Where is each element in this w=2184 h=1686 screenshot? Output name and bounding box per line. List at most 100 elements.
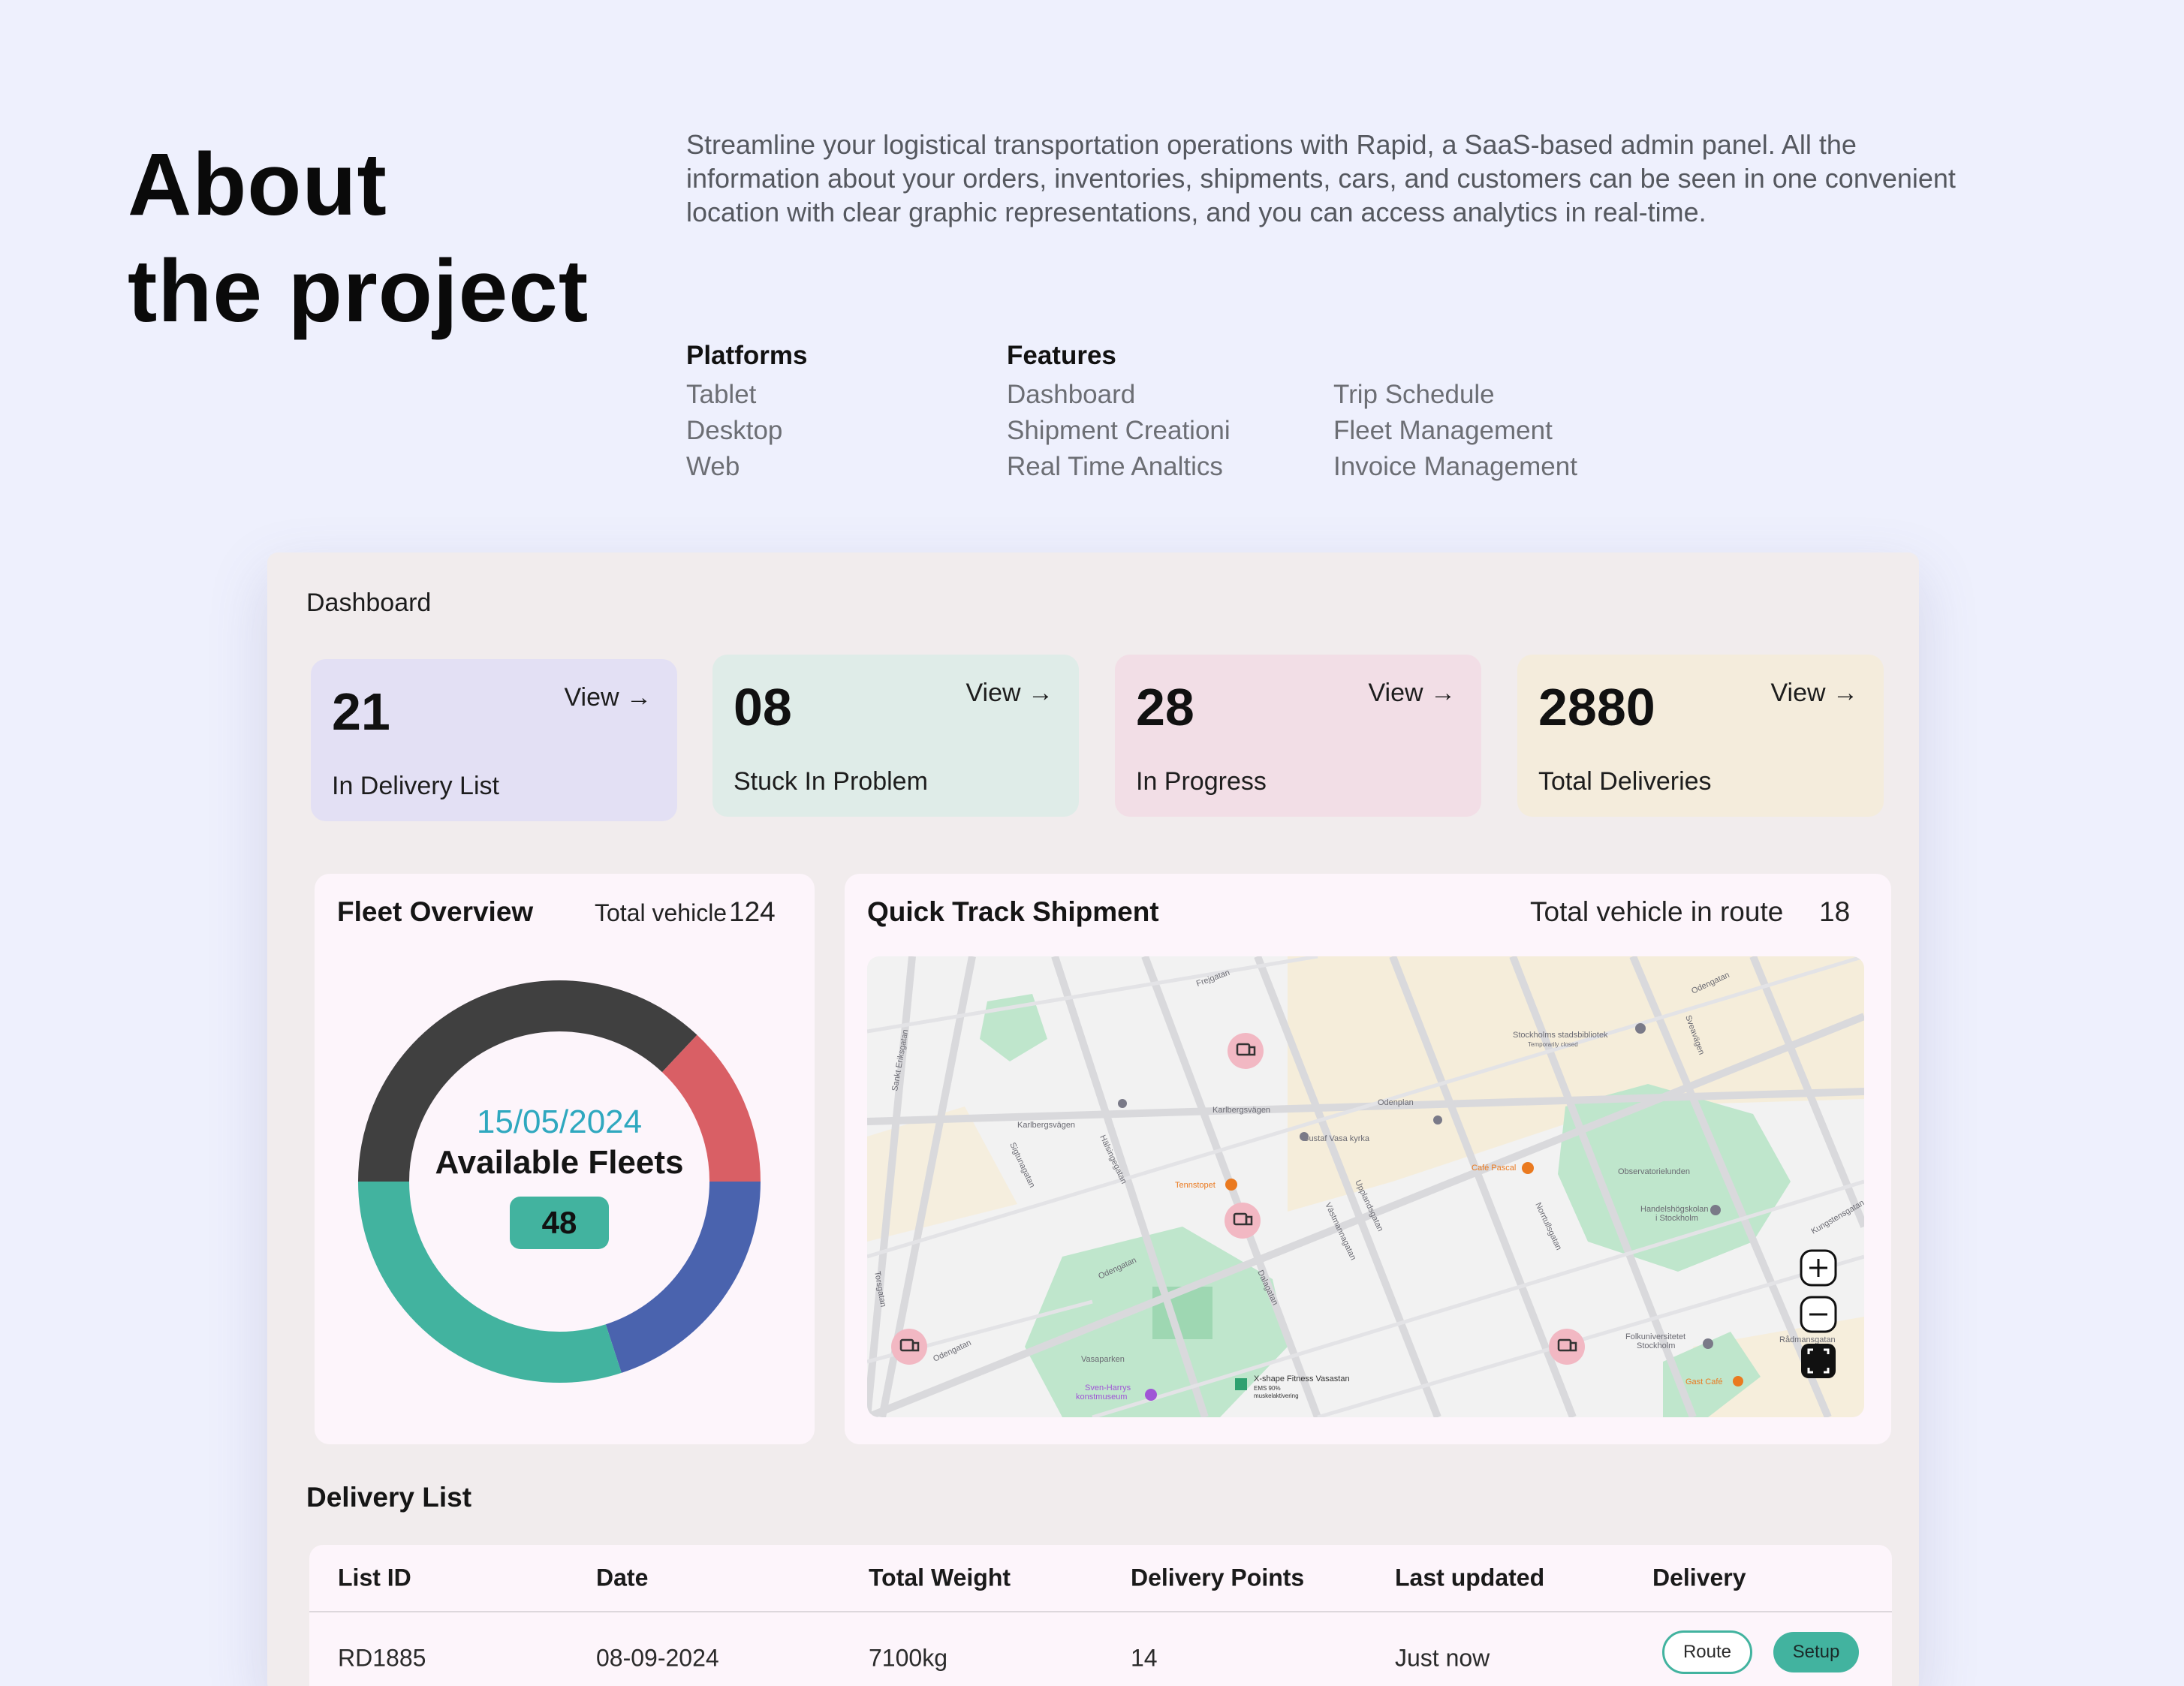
available-fleets-badge: 48 [510,1197,609,1249]
total-vehicle-value: 124 [729,896,776,927]
stat-card-total-deliveries: 2880 View → Total Deliveries [1517,655,1884,817]
map-label: Karlbergsvägen [1017,1121,1075,1130]
donut-segment-3 [605,1181,761,1373]
platform-item: Web [686,452,740,481]
stat-card-in-progress: 28 View → In Progress [1115,655,1481,817]
column-header[interactable]: Delivery Points [1131,1564,1305,1591]
cafe-pin-icon [1522,1162,1534,1174]
stat-value: 2880 [1538,678,1655,736]
map-label: Gast Café [1685,1377,1723,1386]
zoom-out-icon [1800,1296,1837,1333]
list-id-cell: RD1885 [338,1644,426,1672]
feature-item: Dashboard [1007,380,1136,409]
fullscreen-icon [1801,1344,1836,1378]
fleet-date: 15/05/2024 [476,1103,643,1140]
features-heading: Features [1007,341,1116,370]
view-link[interactable]: View → [965,679,1053,707]
truck-marker-icon [1549,1329,1585,1365]
map-label: Folkuniversitetet [1625,1332,1685,1341]
donut-segment-2 [661,1034,761,1182]
quick-track-title: Quick Track Shipment [867,896,1159,927]
metro-pin-icon [1433,1115,1442,1125]
metro-pin-icon [1710,1205,1721,1215]
metro-pin-icon [1118,1099,1127,1108]
table-row[interactable]: RD1885 08-09-2024 7100kg 14 Just now Rou… [309,1614,1892,1686]
shipment-map[interactable]: Odenplan Gustaf Vasa kyrka Stockholms st… [867,956,1864,1417]
available-fleets-label: Available Fleets [435,1144,684,1181]
table-header-row: List ID Date Total Weight Delivery Point… [309,1545,1892,1612]
gym-pin-icon [1235,1378,1247,1390]
map-label: Norrtullsgatan [1533,1201,1563,1251]
restaurant-pin-icon [1225,1179,1237,1191]
features-list-secondary: Trip Schedule Fleet Management Invoice M… [1333,377,1577,485]
platforms-heading: Platforms [686,341,808,370]
view-link[interactable]: View → [564,683,652,712]
map-label: Odenplan [1378,1098,1414,1107]
truck-marker-icon [1225,1203,1261,1239]
delivery-list-title: Delivery List [306,1482,472,1513]
delivery-table: List ID Date Total Weight Delivery Point… [309,1545,1892,1686]
fleet-overview-card: Fleet Overview Total vehicle 124 15/05/2… [315,874,815,1444]
feature-item: Fleet Management [1333,416,1553,445]
map-label: Karlbergsvägen [1212,1106,1270,1115]
map-side-streets [867,956,1864,1417]
feature-item: Invoice Management [1333,452,1577,481]
map-label: Temporarily closed [1528,1041,1578,1048]
donut-segment-1 [358,980,697,1182]
column-header[interactable]: Date [596,1564,649,1591]
donut-segment-4 [358,1181,622,1383]
map-label: Vasaparken [1081,1355,1125,1364]
hero-title-line1: About [128,135,387,234]
map-label: Stockholm [1637,1341,1675,1350]
donut-center: 15/05/2024 Available Fleets 48 [357,979,762,1384]
map-label: X-shape Fitness Vasastan [1254,1374,1350,1383]
view-link[interactable]: View → [1368,679,1456,707]
weight-cell: 7100kg [869,1644,947,1672]
route-button[interactable]: Route [1662,1630,1752,1674]
features-list: Features Dashboard Shipment Creationi Re… [1007,339,1231,485]
map-label: Café Pascal [1472,1164,1516,1173]
platform-item: Desktop [686,416,783,445]
stat-card-in-delivery: 21 View → In Delivery List [311,659,677,821]
map-label: EMS 90% [1254,1385,1281,1392]
route-vehicle-value: 18 [1819,896,1851,927]
map-label: Tennstopet [1175,1181,1216,1190]
map-label: Handelshögskolan [1640,1205,1709,1214]
map-label: Frejgatan [1195,968,1231,989]
map-label: Sven-Harrys [1085,1383,1131,1392]
stat-card-stuck: 08 View → Stuck In Problem [712,655,1079,817]
map-label: Rådmansgatan [1779,1335,1836,1344]
stat-label: Stuck In Problem [734,767,928,796]
map-label: Sankt Eriksgatan [890,1029,910,1092]
map-label: Observatorielunden [1618,1167,1690,1176]
stat-value: 08 [734,678,792,736]
metro-pin-icon [1300,1132,1309,1141]
fleet-donut-chart [358,980,761,1383]
last-updated-cell: Just now [1395,1644,1490,1672]
platform-item: Tablet [686,380,757,409]
column-header[interactable]: Delivery [1652,1564,1746,1591]
map-label: Stockholms stadsbibliotek [1513,1031,1608,1040]
metro-pin-icon [1703,1338,1713,1349]
metro-pin-icon [1635,1023,1646,1034]
column-header[interactable]: Last updated [1395,1564,1545,1591]
zoom-in-icon [1800,1249,1837,1287]
map-label: Sigtunagatan [1008,1141,1036,1189]
hero-description: Streamline your logistical transportatio… [686,129,1956,227]
map-label: muskelaktivering [1254,1392,1299,1399]
cafe-pin-icon [1733,1376,1743,1386]
stat-value: 21 [332,682,390,741]
map-label: konstmuseum [1076,1392,1127,1401]
feature-item: Trip Schedule [1333,380,1495,409]
feature-item: Real Time Analtics [1007,452,1223,481]
setup-button[interactable]: Setup [1773,1632,1859,1672]
route-vehicle-label: Total vehicle in route [1530,896,1784,927]
view-link[interactable]: View → [1770,679,1858,707]
stat-label: In Delivery List [332,772,499,800]
dashboard-title: Dashboard [306,589,432,617]
stat-label: Total Deliveries [1538,767,1712,796]
date-cell: 08-09-2024 [596,1644,719,1672]
column-header[interactable]: Total Weight [869,1564,1011,1591]
museum-pin-icon [1145,1389,1157,1401]
column-header[interactable]: List ID [338,1564,411,1591]
